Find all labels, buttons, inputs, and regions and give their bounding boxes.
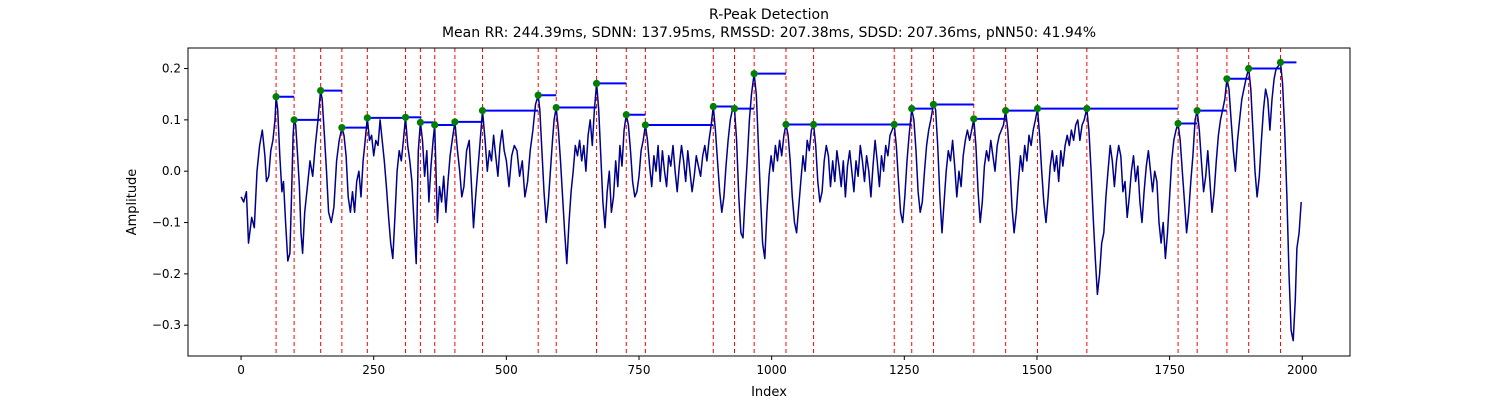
peak-marker — [1223, 75, 1231, 83]
peak-marker — [1174, 119, 1182, 128]
peak-marker — [929, 100, 938, 109]
peak-marker — [641, 121, 649, 129]
x-tick-label: 2000 — [1287, 363, 1318, 377]
x-tick-label: 1750 — [1154, 363, 1185, 377]
y-tick-label: 0.1 — [162, 113, 181, 127]
peak-marker — [622, 111, 630, 119]
y-tick-label: −0.2 — [152, 267, 181, 281]
peak-marker — [730, 104, 739, 113]
peak-marker — [1276, 58, 1285, 66]
peak-marker — [1002, 107, 1010, 115]
peak-marker — [290, 116, 298, 124]
peak-marker — [1033, 104, 1042, 113]
peak-marker — [1245, 64, 1253, 73]
peak-markers-group — [272, 58, 1285, 132]
peak-marker — [416, 118, 424, 127]
peak-marker — [272, 93, 280, 101]
peak-marker — [592, 79, 601, 88]
x-tick-label: 750 — [628, 363, 651, 377]
y-tick-label: −0.3 — [152, 318, 181, 332]
peak-marker — [1193, 107, 1201, 115]
peak-marker — [908, 104, 916, 113]
peak-marker — [809, 120, 818, 129]
peak-marker — [890, 120, 898, 129]
peak-marker — [478, 107, 487, 115]
x-tick-label: 250 — [362, 363, 385, 377]
peak-marker — [782, 120, 790, 129]
y-axis-label: Amplitude — [125, 169, 140, 236]
x-tick-label: 1250 — [889, 363, 920, 377]
x-tick-label: 1500 — [1022, 363, 1053, 377]
peak-marker — [750, 70, 758, 78]
peak-marker — [338, 123, 346, 132]
y-axis-ticks: −0.3 −0.2 −0.1 0.0 0.1 0.2 — [152, 62, 188, 332]
peak-marker — [709, 102, 717, 111]
x-tick-label: 1000 — [756, 363, 787, 377]
y-tick-label: 0.2 — [162, 62, 181, 76]
x-tick-label: 0 — [237, 363, 245, 377]
chart-subtitle: Mean RR: 244.39ms, SDNN: 137.95ms, RMSSD… — [441, 25, 1097, 41]
signal-line — [240, 61, 1302, 342]
x-axis-ticks: 0 250 500 750 1000 1250 1500 1750 2000 — [237, 356, 1318, 377]
x-tick-label: 500 — [495, 363, 518, 377]
peak-marker — [552, 103, 560, 112]
chart-title: R-Peak Detection — [709, 7, 829, 23]
peak-marker — [431, 121, 439, 129]
peak-marker — [317, 87, 325, 95]
plot-frame — [187, 47, 1351, 357]
peak-marker — [401, 113, 410, 121]
peak-marker — [1083, 104, 1091, 113]
peak-marker — [970, 115, 978, 123]
x-axis-label: Index — [751, 385, 787, 400]
y-tick-label: 0.0 — [162, 164, 181, 178]
peak-marker — [363, 114, 371, 122]
peak-marker — [534, 91, 542, 99]
peak-marker — [451, 118, 459, 126]
peak-lines-group — [275, 48, 1281, 356]
y-tick-label: −0.1 — [152, 216, 181, 230]
